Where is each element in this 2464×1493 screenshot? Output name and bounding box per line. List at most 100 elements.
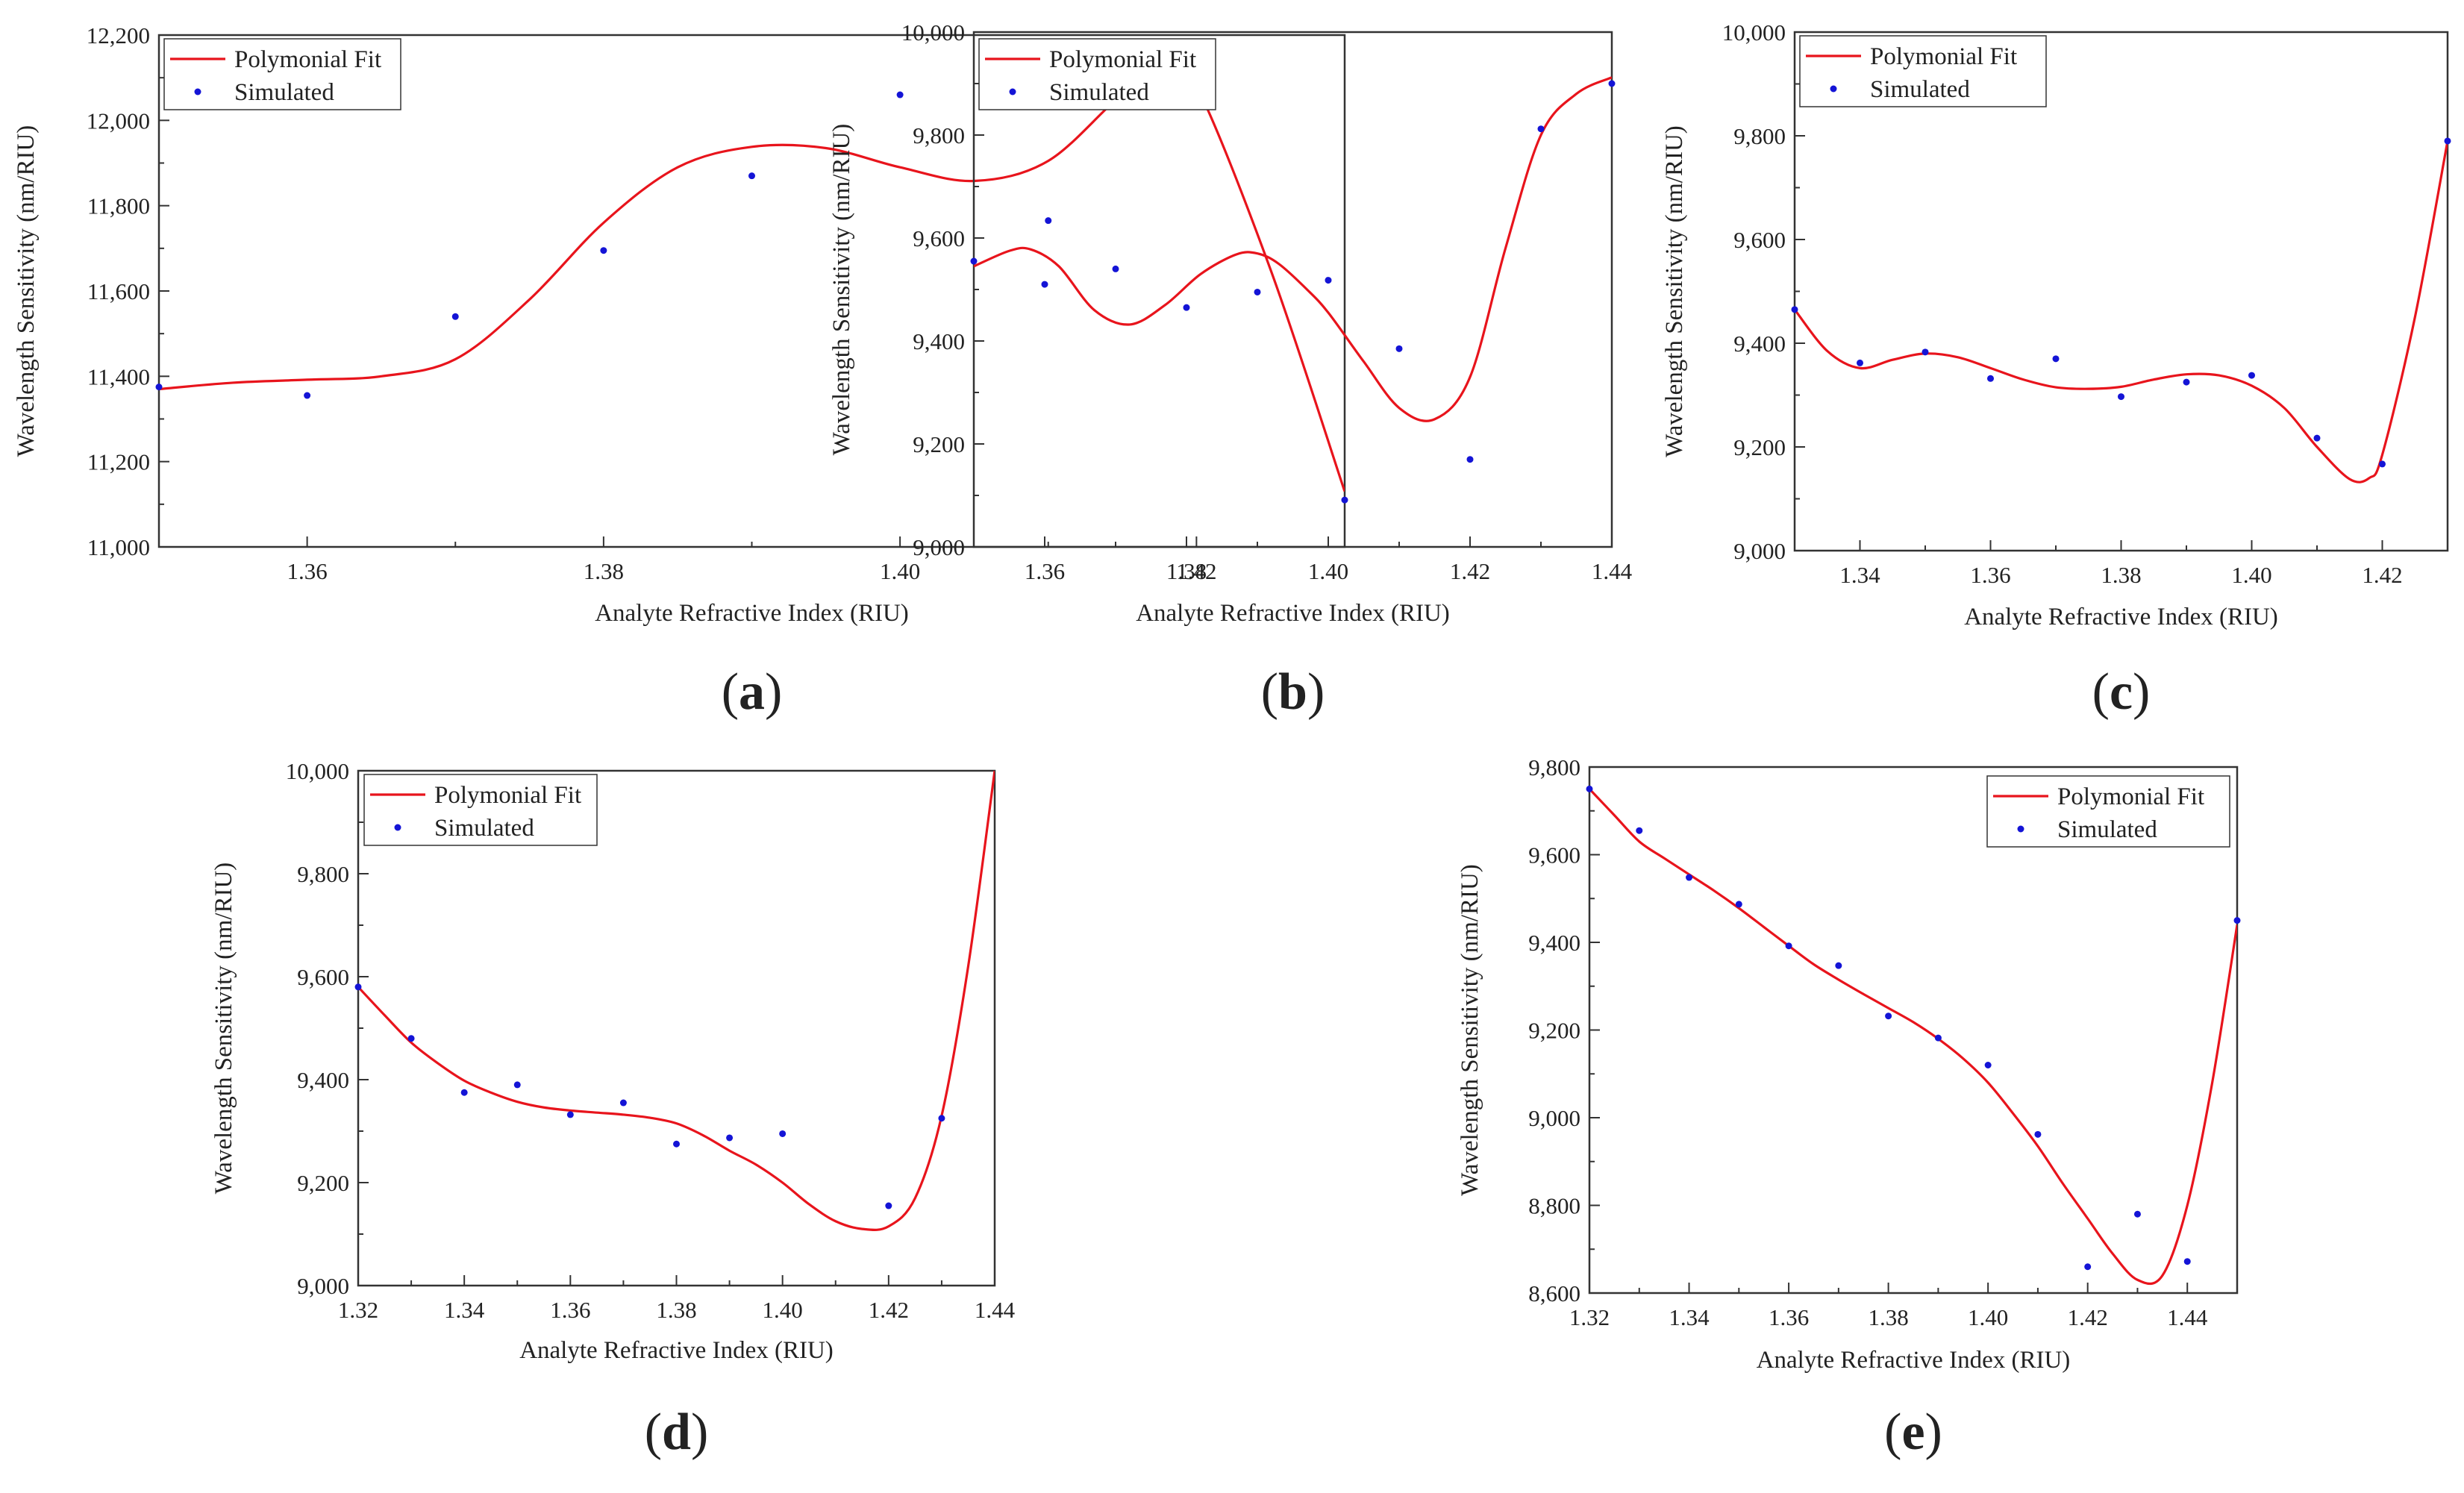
x-axis-title: Analyte Refractive Index (RIU) xyxy=(1964,604,2278,630)
legend-box xyxy=(363,774,598,846)
legend-points-label: Simulated xyxy=(1049,79,1149,106)
y-tick-label: 9,400 xyxy=(297,1067,349,1093)
simulated-point xyxy=(460,1089,468,1096)
y-tick-label: 9,800 xyxy=(1733,123,1786,149)
simulated-point xyxy=(1686,874,1693,881)
simulated-point xyxy=(2248,372,2255,379)
x-tick-label: 1.36 xyxy=(1769,1304,1809,1330)
legend: Polymonial Fit Simulated xyxy=(1799,35,2047,107)
y-axis-title: Wavelength Sensitivity (nm/RIU) xyxy=(1661,125,1688,457)
simulated-point xyxy=(1325,277,1332,284)
y-axis-title: Wavelength Sensitivity (nm/RIU) xyxy=(828,124,855,456)
x-tick-label: 1.36 xyxy=(1970,562,2010,588)
x-tick-label: 1.40 xyxy=(880,558,920,584)
simulated-point xyxy=(938,1115,945,1122)
y-tick-label: 9,200 xyxy=(297,1170,349,1196)
legend: Polymonial Fit Simulated xyxy=(363,774,598,846)
simulated-point xyxy=(619,1099,627,1107)
x-tick-label: 1.42 xyxy=(869,1297,909,1323)
simulated-point xyxy=(513,1081,521,1089)
legend-point-swatch xyxy=(1009,88,1016,96)
x-axis-title: Analyte Refractive Index (RIU) xyxy=(1136,600,1450,627)
legend-fit-label: Polymonial Fit xyxy=(2057,783,2204,810)
y-axis-title: Wavelength Sensitivity (nm/RIU) xyxy=(1457,864,1483,1196)
y-tick-label: 9,600 xyxy=(297,964,349,990)
polynomial-fit-line xyxy=(1795,140,2448,483)
polynomial-fit-line xyxy=(1589,788,2237,1286)
simulated-point xyxy=(726,1134,734,1142)
x-tick-label: 1.32 xyxy=(1569,1304,1610,1330)
legend-fit-label: Polymonial Fit xyxy=(234,46,381,73)
y-tick-label: 9,200 xyxy=(913,431,965,457)
panel-label: (d) xyxy=(645,1403,709,1461)
simulated-point xyxy=(407,1035,415,1042)
x-tick-label: 1.40 xyxy=(763,1297,803,1323)
y-axis-title: Wavelength Sensitivity (nm/RIU) xyxy=(210,863,237,1195)
x-tick-label: 1.42 xyxy=(1176,558,1216,584)
y-tick-label: 8,600 xyxy=(1528,1280,1580,1306)
y-tick-label: 12,000 xyxy=(87,107,150,134)
x-tick-label: 1.40 xyxy=(2231,562,2271,588)
y-tick-label: 10,000 xyxy=(286,758,349,784)
panel-label: (a) xyxy=(722,663,783,721)
simulated-point xyxy=(451,313,459,320)
simulated-point xyxy=(1112,265,1119,272)
chart-panel-e: 1.32 1.34 1.36 1.38 1.40 1.42 1.44 8,600 8,800 9,… xyxy=(1457,754,2241,1461)
legend-point-swatch xyxy=(194,88,201,96)
simulated-point xyxy=(1466,456,1474,463)
y-tick-label: 9,400 xyxy=(1733,331,1786,357)
simulated-point xyxy=(2052,355,2060,363)
legend-box xyxy=(1799,35,2047,107)
y-tick-label: 9,000 xyxy=(1528,1105,1580,1131)
y-tick-label: 9,200 xyxy=(1733,434,1786,460)
x-tick-label: 1.36 xyxy=(1025,558,1065,584)
y-tick-label: 9,800 xyxy=(297,861,349,887)
simulated-point xyxy=(2183,1258,2191,1265)
simulated-point xyxy=(748,172,755,180)
simulated-point xyxy=(1835,962,1842,969)
x-tick-label: 1.38 xyxy=(656,1297,696,1323)
panel-label: (e) xyxy=(1884,1403,1942,1461)
legend-fit-label: Polymonial Fit xyxy=(1049,46,1196,73)
simulated-point xyxy=(1934,1034,1942,1042)
legend: Polymonial Fit Simulated xyxy=(1986,775,2230,848)
legend-points-label: Simulated xyxy=(2057,816,2157,843)
chart-panel-b: 1.36 1.38 1.40 1.42 1.44 9,000 9,200 9,400 9,600… xyxy=(828,19,1633,721)
x-tick-label: 1.32 xyxy=(338,1297,378,1323)
legend-point-swatch xyxy=(1830,85,1837,93)
x-tick-label: 1.40 xyxy=(1308,558,1348,584)
simulated-point xyxy=(2233,917,2241,924)
simulated-point xyxy=(354,983,362,991)
simulated-point xyxy=(2084,1263,2092,1271)
x-tick-label: 1.36 xyxy=(287,558,328,584)
simulated-point xyxy=(1045,217,1052,225)
y-tick-label: 9,400 xyxy=(1528,930,1580,956)
polynomial-fit-line xyxy=(358,771,995,1231)
simulated-point xyxy=(2133,1210,2141,1218)
simulated-point xyxy=(1636,827,1643,834)
simulated-point xyxy=(970,257,978,265)
legend-box xyxy=(1986,775,2230,848)
simulated-point xyxy=(2444,137,2451,145)
legend-points-label: Simulated xyxy=(434,815,534,842)
simulated-point xyxy=(600,247,607,254)
y-axis-title: Wavelength Sensitivity (nm/RIU) xyxy=(13,125,40,457)
y-tick-label: 10,000 xyxy=(1722,19,1786,46)
polynomial-fit-line xyxy=(974,76,1612,422)
simulated-point xyxy=(1537,125,1545,133)
x-tick-label: 1.44 xyxy=(2167,1304,2208,1330)
y-tick-label: 9,200 xyxy=(1528,1018,1580,1044)
simulated-point xyxy=(2379,460,2386,468)
simulated-point xyxy=(1183,304,1190,311)
panel-label: (b) xyxy=(1261,663,1325,721)
x-axis-title: Analyte Refractive Index (RIU) xyxy=(595,600,909,627)
legend-point-swatch xyxy=(394,824,401,831)
y-tick-label: 12,200 xyxy=(87,22,150,48)
x-tick-label: 1.36 xyxy=(550,1297,590,1323)
simulated-point xyxy=(1586,785,1593,792)
legend: Polymonial Fit Simulated xyxy=(978,38,1216,110)
simulated-point xyxy=(1341,496,1348,504)
plot-frame xyxy=(157,34,1346,548)
simulated-point xyxy=(566,1111,574,1118)
x-tick-label: 1.40 xyxy=(1968,1304,2008,1330)
